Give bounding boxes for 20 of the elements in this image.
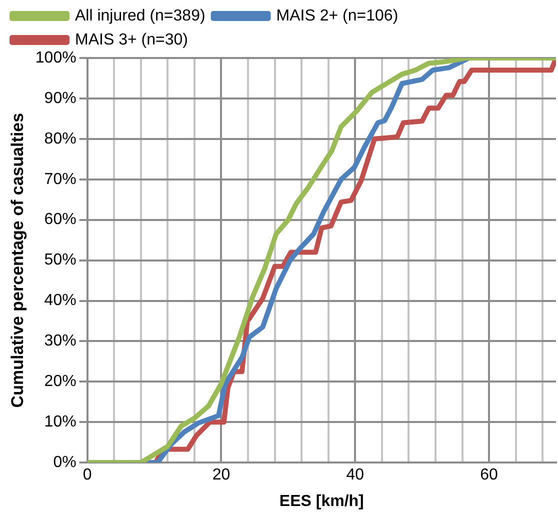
y-tick-label: 10% [44, 414, 76, 431]
legend-label: All injured (n=389) [75, 7, 206, 24]
y-tick-label: 50% [44, 252, 76, 269]
x-tick-label: 40 [346, 466, 364, 484]
legend-label: MAIS 2+ (n=106) [276, 7, 398, 24]
x-tick-label: 20 [212, 466, 230, 484]
y-tick-label: 70% [44, 170, 76, 188]
x-tick-label: 60 [480, 466, 498, 484]
y-tick-label: 0% [53, 454, 76, 472]
y-tick-label: 60% [44, 211, 76, 228]
y-tick-label: 30% [44, 332, 76, 350]
legend-label: MAIS 3+ (n=30) [75, 31, 188, 48]
y-axis-title: Cumulative percentage of casualties [8, 112, 27, 408]
x-tick-label: 0 [82, 466, 92, 484]
y-tick-label: 20% [44, 373, 76, 390]
x-axis-title: EES [km/h] [279, 492, 364, 510]
y-tick-label: 40% [44, 292, 76, 310]
y-tick-label: 100% [35, 49, 76, 66]
y-tick-label: 90% [44, 90, 76, 107]
y-tick-label: 80% [44, 130, 76, 148]
